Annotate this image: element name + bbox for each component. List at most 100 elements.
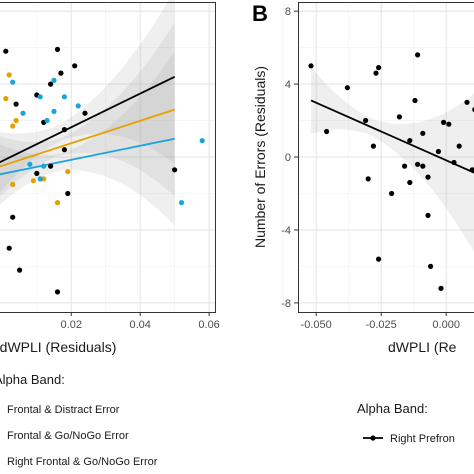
panel-a-legend-title: Alpha Band: — [0, 372, 65, 387]
data-point — [61, 127, 67, 133]
data-point — [44, 117, 50, 124]
data-point — [27, 161, 33, 167]
y-tick-label: -8 — [281, 298, 291, 310]
panel-b-grid — [283, 2, 474, 312]
data-point — [10, 123, 16, 129]
legend-label: Right Prefron — [390, 433, 455, 445]
confidence-band-2 — [0, 22, 175, 197]
data-point — [456, 143, 462, 149]
data-point — [51, 77, 57, 83]
legend-key-point — [370, 435, 376, 441]
data-point — [396, 114, 402, 120]
data-point — [415, 52, 421, 58]
data-point — [420, 130, 426, 136]
data-point — [172, 167, 178, 173]
data-point — [446, 121, 452, 127]
x-tick-neg-0-025: -0.025 — [366, 319, 397, 331]
data-point — [34, 170, 40, 176]
data-point — [407, 179, 413, 186]
data-point — [3, 48, 9, 54]
confidence-band-1 — [0, 0, 175, 193]
panel-a-grid — [0, 2, 216, 312]
panel-a-fit-lines — [0, 75, 176, 176]
data-point — [402, 163, 408, 169]
data-point — [376, 256, 382, 262]
data-point — [17, 267, 23, 273]
y-tick-label: 0 — [285, 152, 291, 164]
confidence-band-3 — [0, 51, 175, 226]
panel-b-frame — [298, 2, 474, 313]
data-point — [13, 101, 19, 107]
data-point — [324, 128, 330, 135]
data-point — [3, 96, 9, 102]
data-point — [54, 289, 61, 295]
data-point — [48, 81, 54, 87]
panel-a: 0.02 0.04 0.06 dWPLI (Residuals) — [0, 0, 220, 355]
data-point — [6, 72, 12, 78]
data-point — [54, 200, 61, 206]
panel-b-points — [308, 52, 474, 291]
data-point — [10, 214, 16, 220]
data-point — [425, 212, 431, 218]
data-point — [425, 174, 431, 180]
panel-b-legend-title: Alpha Band: — [357, 401, 428, 416]
panel-b-letter: B — [252, 1, 268, 26]
data-point — [61, 147, 67, 153]
x-tick-0-02: 0.02 — [61, 319, 82, 331]
legend-label: Frontal & Go/NoGo Error — [7, 430, 129, 442]
data-point — [365, 176, 371, 182]
data-point — [412, 97, 418, 104]
data-point — [13, 117, 19, 124]
data-point — [54, 46, 61, 53]
data-point — [6, 245, 12, 251]
data-point — [464, 99, 470, 105]
data-point — [376, 65, 382, 71]
data-point — [20, 110, 26, 116]
panel-b: B -0.050 -0.025 0.000 8 4 0 -4 -8 Number of Er… — [252, 1, 474, 355]
panel-b-x-axis-label: dWPLI (Re — [388, 339, 457, 355]
data-point — [370, 143, 376, 149]
x-tick-0-04: 0.04 — [129, 319, 150, 331]
data-point — [72, 63, 78, 69]
x-tick-0-06: 0.06 — [198, 319, 219, 331]
panel-b-confidence-band — [311, 67, 474, 252]
data-point — [51, 108, 57, 114]
x-tick-0-000: 0.000 — [432, 319, 460, 331]
confidence-band-1 — [311, 67, 474, 252]
data-point — [469, 167, 474, 173]
data-point — [48, 163, 54, 169]
fit-line-3 — [0, 137, 175, 176]
data-point — [308, 63, 314, 69]
data-point — [82, 110, 88, 116]
data-point — [363, 117, 369, 124]
panel-a-frame — [0, 2, 216, 313]
data-point — [415, 161, 421, 167]
data-point — [441, 119, 447, 125]
data-point — [344, 85, 350, 91]
data-point — [373, 70, 379, 76]
data-point — [451, 159, 457, 166]
data-point — [10, 181, 16, 187]
panel-a-legend: Alpha Band: Frontal & Distract Error Fron… — [0, 372, 158, 468]
data-point — [420, 163, 426, 169]
fit-line-1 — [0, 75, 176, 164]
y-tick-label: -4 — [281, 225, 291, 237]
fit-line-2 — [0, 108, 175, 168]
data-point — [407, 138, 413, 144]
data-point — [37, 176, 43, 182]
y-tick-label: 8 — [285, 6, 291, 18]
legend-label: Right Frontal & Go/NoGo Error — [7, 456, 158, 468]
data-point — [389, 190, 395, 197]
data-point — [41, 163, 47, 169]
data-point — [37, 94, 43, 100]
panel-b-legend: Alpha Band: Right Prefron — [357, 401, 455, 445]
data-point — [178, 200, 185, 206]
data-point — [30, 178, 36, 184]
data-point — [75, 103, 81, 109]
x-tick-neg-0-050: -0.050 — [301, 319, 332, 331]
data-point — [435, 148, 441, 155]
data-point — [428, 263, 434, 269]
data-point — [199, 138, 205, 144]
panel-b-y-axis-label: Number of Errors (Residuals) — [252, 66, 268, 248]
panel-a-x-axis-label: dWPLI (Residuals) — [0, 339, 116, 355]
